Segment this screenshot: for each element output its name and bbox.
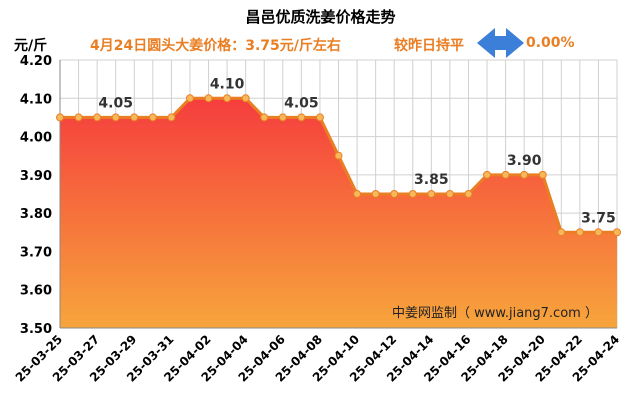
- data-point: [538, 170, 547, 179]
- data-labels: 4.05 4.10 4.05 3.85 3.90 3.75: [98, 76, 615, 226]
- data-label: 3.85: [414, 172, 449, 188]
- data-label: 3.75: [581, 210, 616, 226]
- data-label: 4.10: [210, 76, 245, 92]
- data-point: [315, 113, 324, 122]
- y-axis-unit: 元/斤: [14, 38, 48, 54]
- double-arrow-icon: [477, 28, 524, 58]
- data-point: [56, 113, 64, 122]
- data-point: [464, 190, 473, 198]
- data-point: [483, 170, 492, 179]
- data-label: 3.90: [507, 153, 542, 169]
- data-point: [390, 190, 399, 198]
- data-point: [445, 190, 454, 198]
- y-tick-label: 4.00: [20, 131, 52, 146]
- change-arrow-icon: [477, 28, 524, 58]
- data-point: [371, 190, 380, 198]
- y-tick-label: 3.60: [20, 284, 52, 299]
- y-tick-label: 3.90: [20, 169, 52, 184]
- y-tick-label: 4.10: [20, 92, 52, 107]
- markers: [56, 94, 621, 237]
- data-label: 4.05: [284, 95, 319, 111]
- y-tick-label: 3.80: [20, 207, 52, 222]
- y-tick-label: 4.20: [20, 54, 52, 69]
- price-annotation: 4月24日圆头大姜价格：3.75元/斤左右: [90, 38, 341, 54]
- data-point: [185, 94, 194, 103]
- data-point: [613, 228, 621, 237]
- data-point: [408, 190, 417, 198]
- data-point: [204, 94, 213, 103]
- data-point: [297, 113, 306, 122]
- data-point: [74, 113, 83, 122]
- change-percent: 0.00%: [526, 35, 575, 51]
- data-point: [260, 113, 269, 122]
- watermark: 中姜网监制（ www.jiang7.com ）: [392, 306, 598, 321]
- data-point: [520, 170, 529, 179]
- data-point: [167, 113, 176, 122]
- data-label: 4.05: [98, 95, 133, 111]
- compare-annotation: 较昨日持平: [394, 38, 464, 54]
- data-point: [130, 113, 139, 122]
- data-point: [148, 113, 157, 122]
- data-point: [575, 228, 584, 237]
- chart-title: 昌邑优质洗姜价格走势: [245, 8, 396, 26]
- area-fill: [60, 98, 617, 329]
- data-point: [111, 113, 120, 122]
- data-point: [594, 228, 603, 237]
- y-tick-label: 3.50: [20, 322, 52, 337]
- data-point: [241, 94, 250, 103]
- data-point: [223, 94, 232, 103]
- data-point: [353, 190, 362, 198]
- data-point: [334, 151, 343, 160]
- data-point: [501, 170, 510, 179]
- data-point: [557, 228, 566, 237]
- data-point: [93, 113, 102, 122]
- data-point: [278, 113, 287, 122]
- data-point: [427, 190, 436, 198]
- y-tick-label: 3.70: [20, 245, 52, 260]
